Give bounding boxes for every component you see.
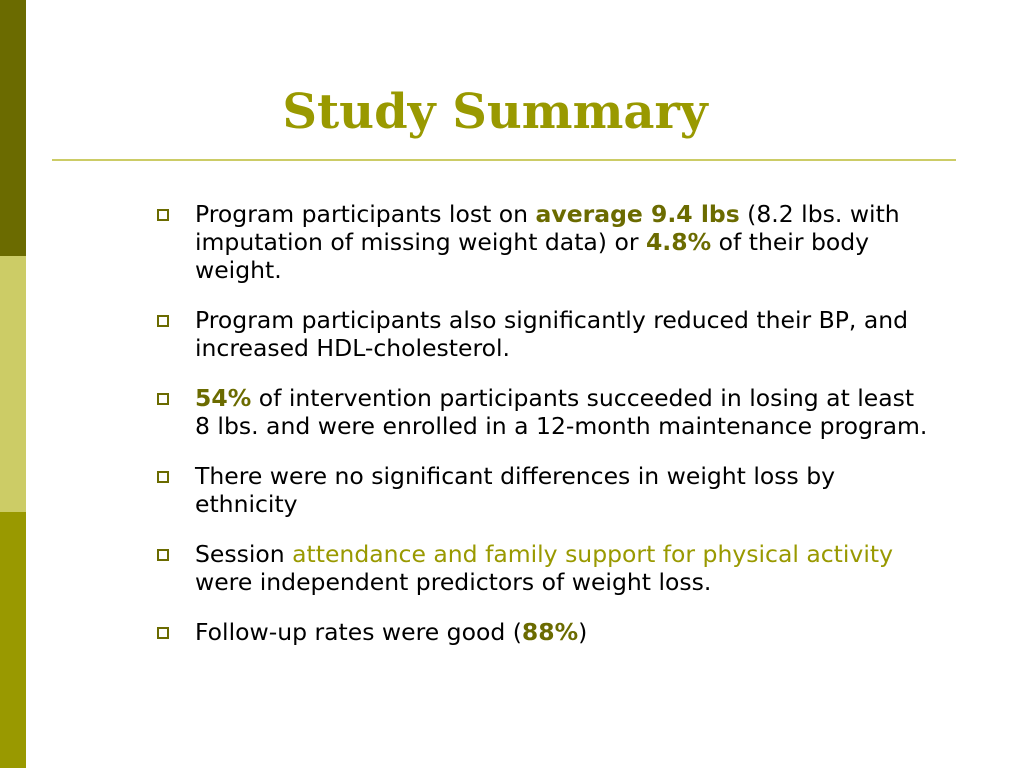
bullet-list: Program participants lost on average 9.4… [155,200,935,668]
bullet-item-2: Program participants also significantly … [155,306,935,362]
bullet-emphasis: 4.8% [645,228,712,256]
bullet-item-5: Session attendance and family support fo… [155,540,935,596]
title-divider [52,159,956,161]
side-bar-top [0,0,26,256]
side-bar-bottom [0,512,26,768]
bullet-text: were independent predictors of weight lo… [195,568,712,596]
bullet-emphasis: average 9.4 lbs [535,200,740,228]
hollow-square-icon [157,393,169,405]
hollow-square-icon [157,315,169,327]
bullet-item-1: Program participants lost on average 9.4… [155,200,935,284]
bullet-emphasis: 88% [521,618,579,646]
bullet-text: (8.2 lbs. with imputation of missing wei… [195,200,900,256]
hollow-square-icon [157,549,169,561]
bullet-item-3: 54% of intervention participants succeed… [155,384,935,440]
hollow-square-icon [157,209,169,221]
bullet-text: Program participants also significantly … [195,306,909,362]
bullet-text: ) [578,618,588,646]
bullet-text: of their body weight. [195,228,870,284]
hollow-square-icon [157,471,169,483]
bullet-highlight: attendance and family support for physic… [292,540,893,568]
bullet-text: There were no significant differences in… [195,462,836,518]
bullet-text: Program participants lost on [195,200,536,228]
bullet-text: Session [195,540,293,568]
bullet-item-6: Follow-up rates were good (88%) [155,618,935,646]
slide-title: Study Summary [282,84,708,140]
hollow-square-icon [157,627,169,639]
bullet-text: Follow-up rates were good ( [195,618,522,646]
bullet-emphasis: 54% [195,384,252,412]
bullet-text: of intervention participants succeeded i… [195,384,928,440]
side-bar-middle [0,256,26,512]
bullet-item-4: There were no significant differences in… [155,462,935,518]
